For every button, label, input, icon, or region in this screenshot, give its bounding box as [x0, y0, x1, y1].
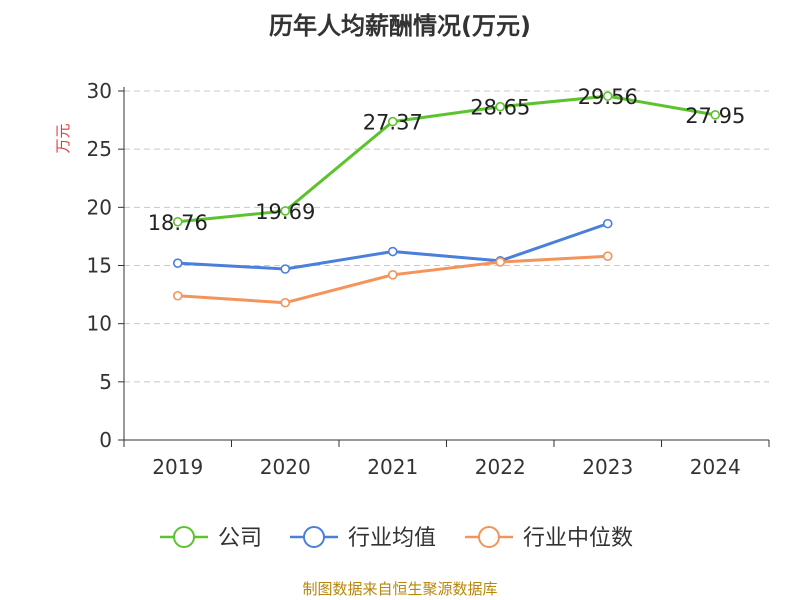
legend-marker	[478, 526, 500, 548]
legend-label: 行业中位数	[523, 526, 633, 551]
data-point	[387, 116, 398, 127]
data-point	[602, 91, 613, 101]
data-point	[495, 257, 506, 267]
legend-marker	[303, 526, 325, 548]
x-tick-label: 2020	[260, 455, 311, 479]
x-tick-label: 2021	[367, 455, 418, 479]
x-tick-label: 2023	[582, 455, 633, 479]
axes: 0 5 10 15 20 25 30 万元 2019 2020 2021 2022 2023 2024	[54, 79, 770, 479]
y-tick-label: 25	[87, 137, 112, 161]
data-label: 29.56	[578, 85, 638, 109]
data-point	[280, 264, 291, 274]
data-point	[710, 110, 721, 120]
y-tick-label: 20	[87, 195, 112, 219]
data-point	[280, 206, 291, 216]
grid-lines	[124, 90, 769, 383]
y-tick-label: 30	[87, 79, 112, 103]
series-lines	[172, 91, 721, 308]
data-label: 28.65	[470, 96, 530, 120]
legend-label: 公司	[218, 526, 262, 551]
data-point	[280, 297, 291, 308]
source-note: 制图数据来自恒生聚源数据库	[302, 580, 498, 598]
data-point	[602, 251, 613, 261]
chart-title: 历年人均薪酬情况(万元)	[269, 12, 531, 40]
data-point	[495, 101, 506, 112]
series-line-0	[177, 94, 716, 224]
legend-marker	[173, 526, 195, 548]
x-tick-label: 2022	[475, 455, 526, 479]
legend-label: 行业均值	[348, 526, 436, 551]
y-axis-title: 万元	[54, 123, 72, 153]
data-label: 27.37	[363, 111, 423, 135]
data-point	[387, 246, 398, 257]
x-tick-label: 2019	[152, 455, 203, 479]
y-tick-label: 10	[87, 312, 112, 336]
y-tick-label: 15	[87, 254, 112, 278]
data-label: 19.69	[255, 200, 315, 224]
data-point	[172, 258, 183, 268]
y-tick-label: 0	[99, 428, 112, 452]
y-tick-label: 5	[99, 370, 112, 394]
data-label: 18.76	[148, 211, 208, 235]
data-point	[602, 218, 613, 229]
data-point	[387, 270, 398, 280]
data-label: 27.95	[685, 104, 745, 128]
legend: 公司 行业均值 行业中位数	[160, 526, 633, 551]
series-line-1	[177, 222, 609, 271]
data-point	[172, 216, 183, 227]
data-point	[172, 290, 183, 301]
data-labels: 18.76 19.69 27.37 28.65 29.56 27.95	[148, 85, 746, 235]
x-tick-label: 2024	[690, 455, 741, 479]
